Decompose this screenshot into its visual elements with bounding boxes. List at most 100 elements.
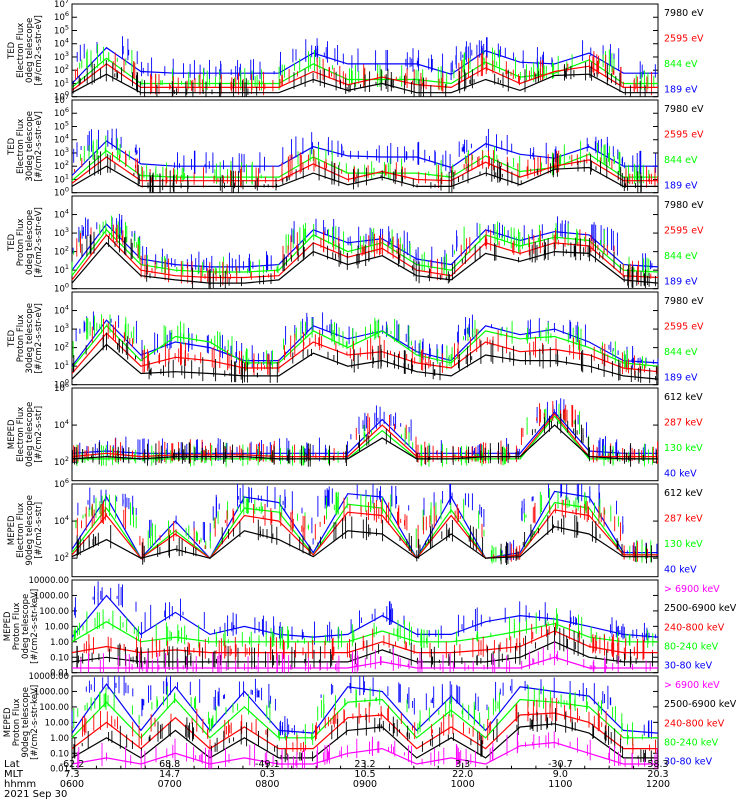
series-line (71, 165, 658, 187)
y-axis-label: MEPED Electron Flux 0deg telescope [#/cm2-s… (7, 402, 44, 467)
series-spikes (74, 51, 653, 96)
series-spikes (73, 401, 659, 465)
legend-entry: 7980 eV (664, 296, 704, 307)
series-line (71, 712, 658, 750)
hhmm-tick-label: 1000 (451, 779, 475, 790)
legend-entry: 844 eV (664, 347, 698, 358)
date-label: 2021 Sep 30 (4, 789, 67, 800)
y-tick-label: 10.00 (45, 622, 69, 632)
legend-entry: 7980 eV (664, 104, 704, 115)
series-line (71, 501, 658, 560)
mlt-tick-label: 7.3 (64, 769, 79, 780)
y-tick-label: 10.00 (45, 718, 69, 728)
mlt-row-label: MLT (4, 769, 24, 780)
legend-entry: 80-240 keV (664, 738, 719, 749)
chart-panel-6: 102 104 106 MEPED Electron Flux 90deg telesco… (7, 477, 703, 578)
legend-entry: 189 eV (664, 85, 698, 96)
y-tick-label: 103 (54, 50, 69, 63)
lat-row-label: Lat (4, 759, 20, 770)
mlt-tick-label: 9.0 (553, 769, 568, 780)
legend-entry: 2595 eV (664, 130, 704, 141)
legend-entry: 40 keV (664, 565, 697, 576)
y-tick-label: 100 (54, 378, 69, 391)
series-spikes (80, 641, 651, 673)
y-label-line: Electron Flux (16, 119, 26, 174)
series-line (71, 46, 658, 84)
y-tick-label: 102 (54, 551, 69, 564)
plot-frame (71, 195, 659, 290)
y-axis-label: TED Proton Flux 0deg telescope [#/cm2-s-str… (7, 207, 44, 277)
legend-entry: 2595 eV (664, 226, 704, 237)
y-tick-label: 107 (54, 93, 69, 106)
series-spikes (72, 332, 658, 385)
y-label-line: TED (7, 233, 17, 252)
series-line (71, 228, 659, 277)
mlt-tick-label: 20.3 (647, 769, 668, 780)
y-tick-label: 102 (54, 63, 69, 76)
y-tick-label: 100.00 (39, 703, 69, 713)
y-tick-label: 1.00 (50, 734, 69, 744)
series-spikes (74, 581, 656, 645)
y-label-line: [#/cm2-s-str-eV] (34, 207, 44, 277)
series-spikes (73, 128, 657, 174)
y-label-line: Electron Flux (16, 407, 26, 462)
legend-entry: 2595 eV (664, 34, 704, 45)
y-axis-label: TED Proton Flux 30deg telescope [#/cm2-s-st… (7, 303, 44, 374)
y-tick-label: 100 (54, 282, 69, 295)
series-spikes (72, 314, 647, 371)
y-label-line: Proton Flux (16, 218, 26, 266)
legend-entry: 240-800 keV (664, 622, 725, 633)
y-tick-label: 0.01 (50, 669, 69, 679)
y-tick-label: 105 (54, 119, 69, 132)
y-tick-label: 104 (54, 37, 69, 50)
chart-panel-3: 100 101 102 103 104 TED Proton Flux 0deg telesc… (7, 195, 704, 295)
legend-entry: 80-240 keV (664, 642, 719, 653)
legend-entry: 40 keV (664, 469, 697, 480)
series-spikes (76, 36, 656, 81)
legend-entry: 30-80 keV (664, 661, 713, 672)
series-line (71, 683, 659, 734)
y-tick-label: 101 (54, 172, 69, 185)
y-label-line: Proton Flux (16, 314, 26, 362)
legend-entry: 189 eV (664, 277, 698, 288)
y-tick-label: 1000.00 (34, 687, 69, 697)
y-tick-label: 106 (54, 477, 69, 490)
y-tick-label: 1.00 (50, 638, 69, 648)
y-label-line: Electron Flux (16, 23, 26, 78)
chart-panel-7: 10000.00 1000.00 100.00 10.00 1.00 0.10 0.01 ME… (3, 576, 737, 679)
y-label-line: MEPED (7, 419, 17, 449)
y-label-line: [#/cm2-s-str] (34, 502, 44, 559)
mlt-tick-label: 22.0 (452, 769, 473, 780)
series-line (71, 741, 658, 765)
hhmm-tick-label: 1200 (646, 779, 670, 790)
y-axis-label: TED Electron Flux 30deg telescope [#/cm2-s-… (7, 111, 44, 182)
hhmm-tick-label: 0800 (255, 779, 279, 790)
y-tick-label: 0.01 (50, 765, 69, 775)
legend-entry: 2500-6900 keV (664, 603, 737, 614)
legend-entry: 612 keV (664, 488, 703, 499)
series-spikes (73, 708, 652, 763)
legend-entry: 612 keV (664, 392, 703, 403)
legend-entry: > 6900 keV (664, 680, 720, 691)
y-axis-label: MEPED Proton Flux 0deg telescope [#/cm2-s-s… (3, 589, 40, 664)
y-label-line: MEPED (3, 611, 13, 641)
series-spikes (83, 622, 653, 661)
legend-entry: 2595 eV (664, 322, 704, 333)
plot-frame (71, 99, 659, 194)
y-tick-label: 104 (54, 133, 69, 146)
plot-frame (71, 3, 659, 98)
hhmm-tick-label: 0700 (158, 779, 182, 790)
y-tick-label: 101 (54, 359, 69, 372)
series-spikes (76, 497, 648, 562)
y-label-line: Proton Flux (12, 602, 22, 650)
y-tick-label: 102 (54, 245, 69, 258)
y-label-line: 30deg telescope (25, 303, 35, 374)
legend-entry: 287 keV (664, 418, 703, 429)
series-spikes (82, 697, 656, 756)
chart-panel-4: 100 101 102 103 104 TED Proton Flux 30deg teles… (7, 291, 704, 391)
series-spikes (73, 608, 654, 650)
legend-entry: 240-800 keV (664, 718, 725, 729)
mlt-tick-label: 14.7 (159, 769, 180, 780)
